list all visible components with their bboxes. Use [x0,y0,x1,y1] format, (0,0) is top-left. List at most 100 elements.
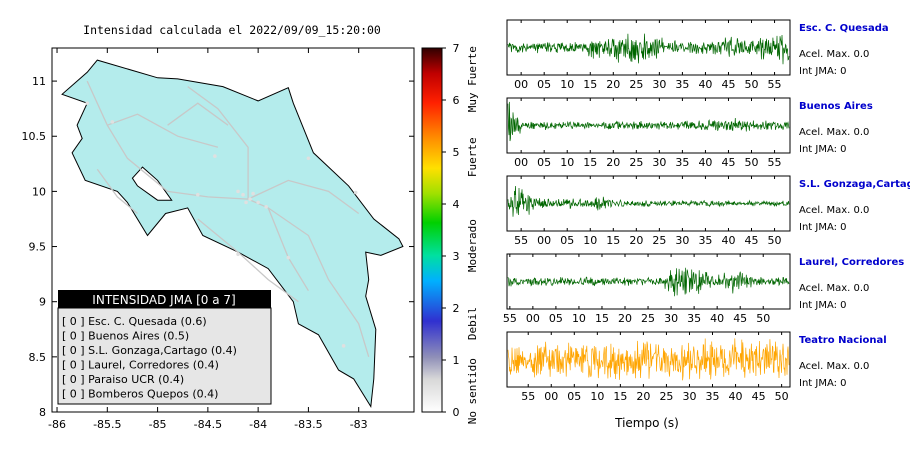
trace-tick-label: 25 [652,234,666,247]
city-dot [213,154,217,158]
trace-tick-label: 25 [629,156,643,169]
map-y-tick-label: 8 [39,406,46,419]
trace-tick-label: 05 [549,312,563,325]
colorbar-tick-label: 3 [453,250,460,263]
city-dot [286,255,291,260]
road-line [96,168,138,215]
map-y-tick-label: 11 [32,75,46,88]
trace-tick-label: 35 [675,78,689,91]
trace-tick-label: 15 [583,78,597,91]
legend-background [57,307,272,405]
city-dot [244,200,248,205]
trace-tick-label: 45 [721,156,735,169]
trace-tick-label: 05 [560,234,574,247]
trace-tick-label: 40 [698,78,712,91]
map-x-tick-label: -85.5 [93,418,121,431]
trace-tick-label: 10 [560,156,574,169]
intensity-legend: INTENSIDAD JMA [0 a 7] [ 0 ] Esc. C. Que… [57,290,272,405]
city-dot [264,205,268,209]
trace-tick-label: 20 [618,312,632,325]
trace-tick-label: 55 [514,234,528,247]
city-dot [236,252,240,257]
city-dot [85,101,89,105]
legend-row: [ 0 ] Bomberos Quepos (0.4) [62,388,218,401]
trace-tick-label: 35 [706,390,720,403]
trace-tick-label: 40 [721,234,735,247]
trace-tick-label: 45 [752,390,766,403]
trace-tick-label: 30 [682,390,696,403]
colorbar-category-label: Fuerte [466,137,479,177]
costa-rica-landmass [61,59,404,408]
legend-row: [ 0 ] Esc. C. Quesada (0.6) [62,315,207,328]
city-dot [196,192,200,197]
station-jma-intensity: Int JMA: 0 [799,378,847,389]
station-name: S.L. Gonzaga,Cartago [799,179,910,190]
trace-tick-label: 45 [721,78,735,91]
map-y-tick-label: 9.5 [29,241,47,254]
trace-tick-label: 05 [537,156,551,169]
seismogram-waveform [507,101,790,142]
seismogram-trace-panel: 55 00 05 10 15 20 25 30 35 40 45 50 Teatro Nacional A… [506,331,887,403]
trace-tick-label: 15 [583,156,597,169]
trace-tick-label: 25 [641,312,655,325]
trace-tick-label: 30 [652,78,666,91]
road-line [247,179,360,215]
legend-row: [ 0 ] Buenos Aires (0.5) [62,330,189,343]
map-frame [51,47,415,413]
map-x-tick-label: -83 [350,418,368,431]
city-dot [110,120,115,124]
map-x-tick-label: -84.5 [194,418,222,431]
city-dot [353,190,358,195]
legend-rows: [ 0 ] Esc. C. Quesada (0.6) [ 0 ] Buenos … [62,315,237,401]
trace-tick-label: 00 [514,156,528,169]
trace-tick-label: 20 [636,390,650,403]
trace-tick-label: 00 [526,312,540,325]
legend-title: INTENSIDAD JMA [0 a 7] [92,293,235,307]
trace-tick-label: 50 [756,312,770,325]
trace-tick-label: 50 [745,78,759,91]
colorbar-tick-label: 0 [453,406,460,419]
trace-tick-label: 10 [583,234,597,247]
map-y-tick-label: 10 [32,185,46,198]
colorbar-ticks: 7 6 5 4 3 2 1 0 [442,42,460,419]
map-x-tick-label: -84 [249,418,267,431]
map-y-tick-label: 8.5 [29,351,47,364]
map-title: Intensidad calculada el 2022/09/09_15:20… [83,23,381,37]
colorbar-category-label: Moderado [466,219,479,272]
trace-tick-label: 55 [521,390,535,403]
colorbar-tick-label: 6 [453,94,460,107]
trace-tick-label: 50 [745,156,759,169]
intensity-colorbar: 7 6 5 4 3 2 1 0 Muy Fuerte Fuerte Moderado Debil No… [421,42,479,424]
seismogram-trace-panel: 55 00 05 10 15 20 25 30 35 40 45 50 S.L. Gonzaga,Car… [506,175,910,247]
trace-tick-label: 55 [768,78,782,91]
trace-tick-label: 20 [606,156,620,169]
city-dot [241,192,245,197]
seismogram-panel: 00 05 10 15 20 25 30 35 40 45 50 55 Esc. C. Quesada A… [503,19,910,403]
map-y-axis: 11 10.5 10 9.5 9 8.5 8 [22,75,414,419]
station-name: Buenos Aires [799,101,873,112]
legend-header [58,290,271,308]
station-max-accel: Acel. Max. 0.0 [799,49,869,60]
colorbar-category-label: Debil [466,307,479,340]
seismogram-waveform [507,185,790,217]
colorbar-tick-label: 7 [453,42,460,55]
trace-tick-label: 00 [514,78,528,91]
seismogram-trace-panel: 00 05 10 15 20 25 30 35 40 45 50 55 Esc. C. Quesada A… [506,19,889,91]
trace-tick-label: 35 [687,312,701,325]
trace-frame [506,19,791,76]
seismogram-waveform [507,338,790,381]
map-y-tick-label: 9 [39,296,46,309]
station-name: Esc. C. Quesada [799,23,889,34]
trace-tick-label: 35 [675,156,689,169]
city-dot [341,344,346,348]
trace-tick-label: 45 [733,312,747,325]
station-jma-intensity: Int JMA: 0 [799,66,847,77]
station-max-accel: Acel. Max. 0.0 [799,205,869,216]
seismogram-waveform [507,33,790,65]
station-name: Teatro Nacional [799,335,887,346]
trace-tick-label: 50 [775,390,789,403]
trace-tick-label: 50 [768,234,782,247]
legend-row: [ 0 ] S.L. Gonzaga,Cartago (0.4) [62,344,237,357]
city-dot [248,197,252,201]
trace-tick-label: 55 [503,312,517,325]
